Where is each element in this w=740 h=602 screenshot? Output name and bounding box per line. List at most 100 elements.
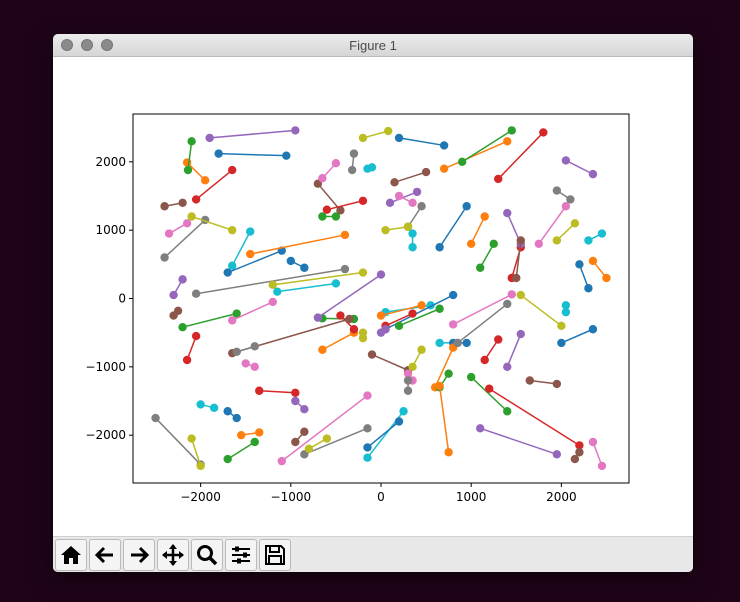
line-series <box>286 256 309 272</box>
data-point <box>223 407 232 416</box>
data-point <box>187 434 196 443</box>
data-point <box>347 165 357 175</box>
line-series <box>160 198 187 211</box>
line-series <box>561 301 571 317</box>
data-point <box>228 225 237 235</box>
pan-button[interactable] <box>157 539 189 571</box>
data-point <box>570 454 580 464</box>
data-point <box>300 427 309 436</box>
series-line <box>191 215 233 231</box>
data-point <box>200 176 210 185</box>
series-line <box>281 394 368 462</box>
line-series <box>376 325 390 337</box>
data-point <box>178 275 187 284</box>
line-series <box>304 434 332 454</box>
series-line <box>394 171 427 184</box>
series-line <box>398 308 440 327</box>
line-series <box>457 126 516 167</box>
data-point <box>237 430 246 440</box>
series-line <box>565 159 594 175</box>
series-line <box>592 441 603 467</box>
data-point <box>191 289 201 298</box>
data-point <box>588 256 598 266</box>
move-icon <box>162 544 184 566</box>
data-point <box>286 256 296 266</box>
data-point <box>187 137 196 146</box>
arrow-right-icon <box>131 546 150 564</box>
data-point <box>435 381 444 391</box>
data-point <box>588 169 598 179</box>
data-point <box>597 229 607 238</box>
line-series <box>318 159 341 183</box>
line-series <box>385 187 422 208</box>
data-point <box>318 345 327 354</box>
line-series <box>183 137 196 175</box>
line-series <box>169 306 183 320</box>
data-point <box>358 268 368 277</box>
data-point <box>466 372 476 382</box>
line-series <box>313 270 386 322</box>
arrow-left-icon <box>94 546 113 564</box>
sliders-icon <box>232 546 250 564</box>
data-point <box>597 461 607 471</box>
series-line <box>479 243 495 269</box>
x-tick-label: −1000 <box>271 490 312 504</box>
series-line <box>561 328 594 344</box>
data-point <box>313 313 323 322</box>
zoom-button[interactable] <box>191 539 223 571</box>
configure-subplots-button[interactable] <box>225 539 257 571</box>
line-series <box>403 376 413 395</box>
line-series <box>255 386 300 397</box>
line-series <box>408 345 426 372</box>
home-icon <box>61 546 81 564</box>
series-line <box>317 183 341 211</box>
data-point <box>291 396 300 406</box>
data-point <box>183 165 193 175</box>
figure-canvas[interactable]: −2000 −1000 0 1000 2000 −2000 −1000 0 1000 2000 <box>53 57 693 536</box>
back-button[interactable] <box>89 539 121 571</box>
save-button[interactable] <box>259 539 291 571</box>
close-window-button[interactable] <box>61 39 73 51</box>
series-line <box>380 304 422 317</box>
data-point <box>457 157 467 167</box>
minimize-window-button[interactable] <box>81 39 93 51</box>
series-line <box>227 249 283 274</box>
line-series <box>588 256 611 283</box>
data-point <box>363 443 372 452</box>
series-line <box>371 353 409 371</box>
data-point <box>408 309 417 318</box>
data-point <box>322 434 332 443</box>
data-point <box>561 202 571 211</box>
data-point <box>318 212 327 221</box>
data-point <box>273 287 282 296</box>
data-point <box>534 239 544 249</box>
line-series <box>575 260 593 293</box>
series-line <box>529 379 557 385</box>
data-point <box>277 456 286 466</box>
series-line <box>479 427 558 456</box>
line-series <box>516 290 566 331</box>
line-series <box>466 212 489 249</box>
data-point <box>228 316 237 325</box>
data-point <box>349 325 359 334</box>
line-series <box>277 391 372 466</box>
data-point <box>575 441 584 450</box>
data-point <box>575 448 584 457</box>
line-series <box>291 396 309 414</box>
data-point <box>512 273 521 283</box>
line-series <box>557 325 598 348</box>
home-button[interactable] <box>55 539 87 571</box>
line-series <box>322 196 368 214</box>
forward-button[interactable] <box>123 539 155 571</box>
data-point <box>300 405 309 414</box>
data-point <box>412 187 422 197</box>
data-point <box>241 359 250 368</box>
title-bar[interactable]: Figure 1 <box>53 34 693 57</box>
x-tick-label: 1000 <box>456 490 487 504</box>
data-point <box>435 338 444 348</box>
maximize-window-button[interactable] <box>101 39 113 51</box>
data-point <box>255 386 264 395</box>
data-point <box>255 428 264 437</box>
x-tick-label: 2000 <box>546 490 577 504</box>
data-point <box>331 212 341 221</box>
